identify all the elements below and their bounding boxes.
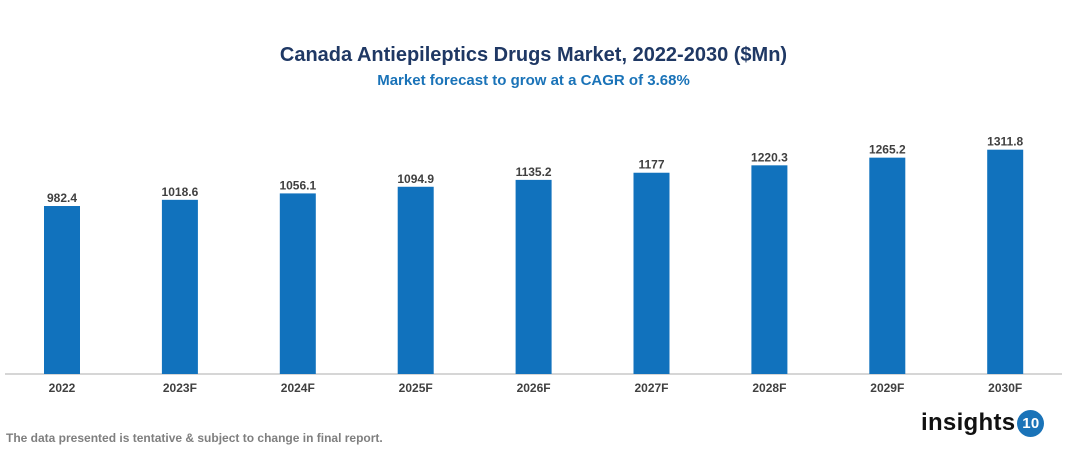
bar-2027F (633, 172, 670, 374)
logo-text: insights (921, 409, 1016, 436)
bar-2025F (397, 186, 434, 374)
x-tick-label: 2029F (870, 381, 904, 395)
bar-2022 (44, 206, 80, 374)
x-tick-label: 2026F (517, 381, 551, 395)
logo-badge: 10 (1017, 409, 1045, 437)
x-tick-label: 2027F (634, 381, 668, 395)
data-label: 1135.2 (516, 165, 552, 179)
x-tick-label: 2024F (281, 381, 315, 395)
data-label: 1220.3 (751, 150, 788, 164)
bar-2028F (751, 165, 788, 374)
bar-2026F (515, 179, 552, 374)
chart-title: Canada Antiepileptics Drugs Market, 2022… (279, 44, 788, 66)
data-label: 1018.6 (162, 185, 199, 199)
bar-2029F (869, 157, 906, 374)
data-label: 1311.8 (987, 135, 1023, 149)
x-tick-label: 2025F (399, 381, 433, 395)
data-label: 1177 (638, 158, 664, 172)
footnote: The data presented is tentative & subjec… (6, 431, 383, 445)
x-tick-label: 2030F (988, 381, 1022, 395)
insights10-logo: insights 10 (921, 409, 1045, 437)
bar-2030F (987, 149, 1024, 374)
data-label: 982.4 (47, 191, 77, 205)
data-label: 1265.2 (869, 143, 906, 157)
x-tick-label: 2028F (752, 381, 786, 395)
data-label: 1056.1 (279, 178, 316, 192)
x-tick-label: 2022 (49, 381, 76, 395)
data-label: 1094.9 (397, 172, 434, 186)
bar-2024F (279, 193, 316, 374)
x-tick-label: 2023F (163, 381, 197, 395)
chart-subtitle: Market forecast to grow at a CAGR of 3.6… (377, 72, 690, 89)
bar-2023F (161, 199, 198, 374)
